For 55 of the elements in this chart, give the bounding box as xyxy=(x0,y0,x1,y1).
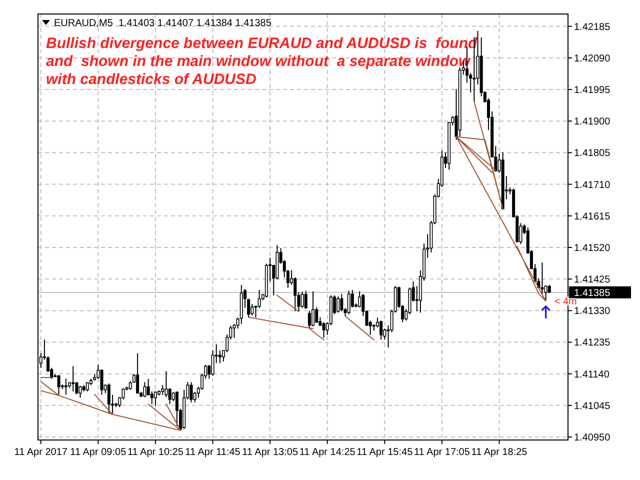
candlestick xyxy=(258,290,261,308)
x-tick-label: 11 Apr 14:25 xyxy=(299,447,356,458)
x-tick-label: 11 Apr 18:25 xyxy=(471,447,528,458)
candlestick xyxy=(136,352,140,394)
candlestick xyxy=(100,369,104,396)
y-tick-label: 1.41520 xyxy=(574,242,611,254)
x-tick-label: 11 Apr 13:05 xyxy=(242,447,298,458)
candlestick xyxy=(336,296,340,314)
candlestick xyxy=(304,290,308,310)
candlestick xyxy=(154,390,157,406)
y-tick-label: 1.40950 xyxy=(574,432,611,444)
candlestick xyxy=(161,384,164,396)
candlestick xyxy=(143,382,146,398)
candlestick xyxy=(315,306,318,323)
candlestick xyxy=(107,382,110,414)
ref-line-label: 1.41385 xyxy=(574,288,611,299)
candlestick xyxy=(300,291,304,308)
candlestick xyxy=(86,382,89,392)
y-tick-label: 1.42090 xyxy=(574,53,611,64)
y-tick-label: 1.41615 xyxy=(574,211,611,222)
candlestick xyxy=(380,320,383,340)
x-tick-label: 11 Apr 11:45 xyxy=(185,447,241,458)
candlestick xyxy=(340,294,344,312)
candlestick xyxy=(175,390,178,427)
y-tick-label: 1.41900 xyxy=(574,116,611,128)
candlestick xyxy=(250,303,254,316)
candlestick xyxy=(164,370,168,398)
x-tick-label: 11 Apr 09:05 xyxy=(70,447,127,458)
y-tick-label: 1.41140 xyxy=(574,369,610,380)
candlestick xyxy=(190,382,193,403)
y-tick-label: 1.41425 xyxy=(574,274,611,286)
candlestick xyxy=(540,262,544,295)
candlestick xyxy=(64,378,68,396)
candlestick xyxy=(57,374,60,396)
candlestick xyxy=(358,290,362,308)
candlestick xyxy=(312,290,315,327)
candlestick xyxy=(322,322,326,338)
y-tick-label: 1.41805 xyxy=(574,148,611,160)
x-tick-label: 11 Apr 2017 xyxy=(14,447,68,458)
chart-title: EURAUD,M5 1.41403 1.41407 1.41384 1.41385 xyxy=(54,18,272,29)
y-tick-label: 1.41045 xyxy=(574,400,611,412)
y-tick-label: 1.42185 xyxy=(574,22,611,33)
y-tick-label: 1.41330 xyxy=(574,306,611,318)
y-tick-label: 1.41710 xyxy=(574,180,611,191)
y-tick-label: 1.41235 xyxy=(574,338,611,349)
candlestick xyxy=(72,366,75,392)
candlestick xyxy=(544,286,548,301)
x-tick-label: 11 Apr 10:25 xyxy=(127,447,184,458)
x-tick-label: 11 Apr 17:05 xyxy=(414,447,470,458)
candlestick xyxy=(308,310,311,328)
candlestick xyxy=(168,388,172,405)
candlestick xyxy=(347,290,350,315)
y-tick-label: 1.41995 xyxy=(574,84,611,96)
candlestick xyxy=(78,385,82,398)
x-tick-label: 11 Apr 15:45 xyxy=(356,447,414,458)
